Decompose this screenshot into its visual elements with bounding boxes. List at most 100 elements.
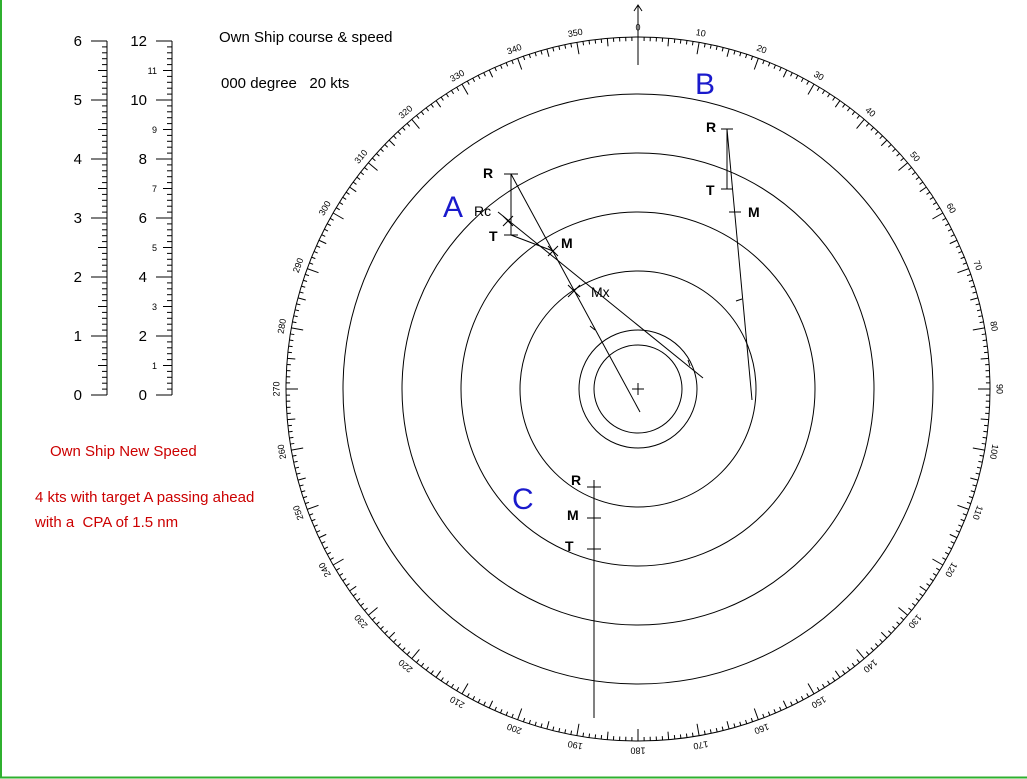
compass-tick bbox=[696, 723, 700, 736]
compass-label: 10 bbox=[695, 27, 707, 39]
compass-tick bbox=[420, 662, 425, 667]
compass-tick bbox=[384, 630, 389, 634]
compass-tick bbox=[896, 153, 900, 157]
compass-tick bbox=[364, 167, 368, 171]
new-relative-line bbox=[497, 211, 704, 379]
marks-b bbox=[721, 128, 741, 213]
compass-tick bbox=[356, 598, 361, 602]
compass-tick bbox=[313, 251, 318, 254]
range-ring bbox=[460, 211, 816, 567]
compass-tick bbox=[435, 670, 442, 678]
compass-tick bbox=[336, 207, 340, 211]
scale-label: 6 bbox=[139, 210, 147, 227]
compass-tick bbox=[299, 291, 304, 294]
compass-tick bbox=[500, 64, 503, 69]
compass-tick bbox=[307, 268, 319, 274]
compass-tick bbox=[856, 649, 865, 659]
compass-tick bbox=[402, 127, 406, 131]
compass-tick bbox=[842, 103, 846, 108]
compass-tick bbox=[879, 135, 883, 140]
compass-tick bbox=[582, 732, 585, 737]
compass-tick bbox=[816, 87, 820, 91]
compass-tick bbox=[955, 245, 960, 248]
compass-label: 50 bbox=[908, 150, 922, 164]
compass-tick bbox=[896, 621, 900, 625]
compass-tick bbox=[316, 245, 321, 248]
compass-tick bbox=[505, 711, 509, 716]
scale-minor-label: 11 bbox=[148, 66, 157, 76]
compass-tick bbox=[932, 202, 937, 206]
compass-tick bbox=[388, 631, 396, 639]
compass-tick bbox=[981, 333, 986, 336]
compass-tick bbox=[349, 585, 357, 592]
compass-tick bbox=[947, 228, 952, 232]
compass-tick bbox=[576, 723, 580, 736]
compass-tick bbox=[767, 711, 771, 716]
compass-tick bbox=[880, 139, 888, 147]
compass-tick bbox=[962, 513, 967, 516]
compass-tick bbox=[505, 62, 509, 67]
compass-tick bbox=[966, 501, 971, 505]
compass-tick bbox=[970, 477, 979, 481]
compass-tick bbox=[336, 567, 340, 571]
compass-tick bbox=[691, 732, 694, 737]
compass-tick bbox=[360, 602, 365, 607]
compass-tick bbox=[289, 436, 294, 439]
compass-tick bbox=[936, 567, 940, 571]
compass-tick bbox=[832, 96, 836, 101]
compass-tick bbox=[440, 677, 444, 682]
compass-label: 0 bbox=[635, 22, 640, 32]
compass-tick bbox=[528, 54, 531, 59]
compass-tick bbox=[821, 90, 825, 95]
compass-tick bbox=[332, 212, 344, 220]
compass-tick bbox=[847, 666, 851, 671]
compass-tick bbox=[303, 496, 308, 499]
compass-tick bbox=[564, 729, 567, 734]
compass-tick bbox=[790, 701, 793, 706]
line-b bbox=[726, 128, 753, 401]
compass-tick bbox=[936, 207, 940, 211]
compass-tick bbox=[942, 217, 947, 221]
compass-label: 270 bbox=[271, 381, 281, 396]
scale-label: 4 bbox=[74, 151, 82, 168]
scales bbox=[91, 40, 173, 396]
compass-label: 190 bbox=[567, 739, 584, 751]
compass-tick bbox=[976, 466, 982, 469]
compass-tick bbox=[972, 291, 977, 294]
scale-label: 4 bbox=[139, 269, 147, 286]
compass-tick bbox=[294, 466, 300, 469]
compass-tick bbox=[339, 572, 344, 576]
compass-tick bbox=[345, 583, 350, 587]
compass-tick bbox=[356, 176, 361, 180]
compass-tick bbox=[915, 176, 920, 180]
compass-tick bbox=[402, 647, 406, 651]
compass-tick bbox=[292, 321, 297, 324]
range-ring bbox=[401, 152, 875, 626]
compass-label: 110 bbox=[971, 504, 985, 521]
compass-tick bbox=[733, 723, 736, 728]
compass-tick bbox=[807, 83, 815, 95]
compass-tick bbox=[957, 268, 969, 274]
compass-tick bbox=[329, 217, 334, 221]
compass-tick bbox=[305, 501, 310, 505]
compass-tick bbox=[406, 123, 411, 127]
point-label: T bbox=[489, 228, 498, 244]
compass-tick bbox=[806, 80, 810, 85]
compass-tick bbox=[483, 701, 486, 706]
compass-tick bbox=[968, 496, 973, 499]
compass-tick bbox=[950, 234, 955, 237]
compass-tick bbox=[360, 171, 365, 176]
compass-label: 20 bbox=[755, 43, 768, 56]
scale-label: 8 bbox=[139, 151, 147, 168]
compass-tick bbox=[552, 47, 555, 52]
compass-tick bbox=[767, 62, 771, 67]
compass-tick bbox=[821, 683, 825, 688]
compass-tick bbox=[856, 659, 860, 663]
cpa-ring bbox=[593, 344, 683, 434]
compass-tick bbox=[892, 148, 896, 153]
new-speed-line: 4 kts with target A passing ahead bbox=[35, 489, 254, 506]
own-ship-value: 000 degree 20 kts bbox=[221, 75, 349, 92]
compass-tick bbox=[606, 38, 609, 47]
compass-tick bbox=[874, 131, 879, 135]
compass-label: 80 bbox=[988, 320, 1000, 332]
